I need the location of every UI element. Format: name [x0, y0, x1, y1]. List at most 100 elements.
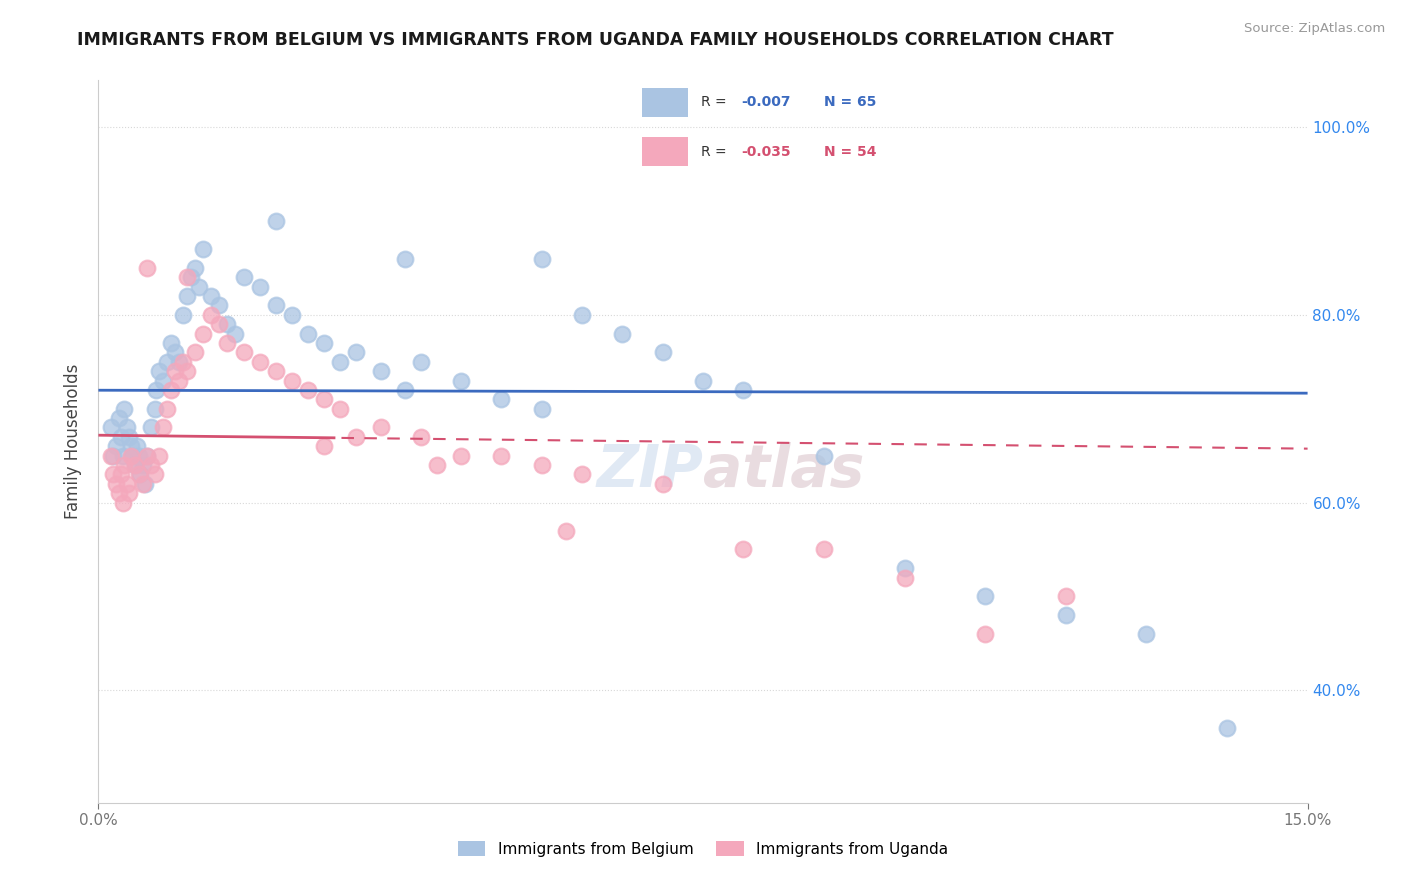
- Point: [112, 401, 135, 416]
- Point: [1054, 608, 1077, 623]
- Point: [135, 260, 157, 275]
- Point: [329, 355, 352, 369]
- FancyBboxPatch shape: [643, 137, 689, 166]
- Text: R =: R =: [700, 95, 731, 110]
- Point: [344, 345, 367, 359]
- Point: [152, 374, 174, 388]
- Point: [100, 449, 122, 463]
- Point: [651, 476, 673, 491]
- Text: N = 65: N = 65: [824, 95, 877, 110]
- Point: [115, 476, 138, 491]
- Point: [110, 467, 132, 482]
- Point: [110, 430, 132, 444]
- Point: [160, 383, 183, 397]
- Point: [124, 458, 146, 472]
- Point: [172, 355, 194, 369]
- Point: [409, 355, 432, 369]
- Point: [200, 308, 222, 322]
- Point: [297, 383, 319, 397]
- Point: [450, 374, 472, 388]
- Y-axis label: Family Households: Family Households: [63, 364, 82, 519]
- Point: [370, 364, 392, 378]
- Point: [208, 318, 231, 332]
- Point: [264, 364, 287, 378]
- Point: [101, 467, 124, 482]
- Point: [297, 326, 319, 341]
- Point: [571, 467, 593, 482]
- Point: [135, 449, 157, 463]
- Point: [893, 561, 915, 575]
- Point: [132, 476, 155, 491]
- Point: [491, 392, 513, 407]
- Point: [264, 214, 287, 228]
- Point: [145, 383, 167, 397]
- Point: [172, 308, 194, 322]
- Point: [143, 467, 166, 482]
- Point: [491, 449, 513, 463]
- Point: [232, 345, 254, 359]
- Point: [132, 458, 155, 472]
- Point: [105, 439, 128, 453]
- Point: [200, 289, 222, 303]
- Point: [128, 449, 150, 463]
- Point: [127, 439, 149, 453]
- Point: [314, 392, 336, 407]
- Point: [450, 449, 472, 463]
- Point: [152, 420, 174, 434]
- Point: [176, 364, 198, 378]
- Point: [118, 430, 141, 444]
- Point: [100, 420, 122, 434]
- Text: N = 54: N = 54: [824, 145, 877, 159]
- Point: [184, 260, 207, 275]
- Point: [530, 401, 553, 416]
- Point: [163, 364, 186, 378]
- Point: [571, 308, 593, 322]
- Point: [156, 401, 179, 416]
- Point: [893, 571, 915, 585]
- Point: [224, 326, 246, 341]
- Point: [148, 364, 170, 378]
- Point: [160, 336, 183, 351]
- Point: [143, 401, 166, 416]
- Point: [176, 270, 198, 285]
- FancyBboxPatch shape: [643, 88, 689, 117]
- Point: [139, 420, 162, 434]
- Point: [232, 270, 254, 285]
- Point: [281, 374, 304, 388]
- Point: [394, 252, 416, 266]
- Point: [163, 345, 186, 359]
- Point: [1054, 590, 1077, 604]
- Text: R =: R =: [700, 145, 731, 159]
- Point: [167, 355, 190, 369]
- Point: [101, 449, 124, 463]
- Point: [128, 467, 150, 482]
- Point: [651, 345, 673, 359]
- Point: [813, 449, 835, 463]
- Point: [111, 449, 134, 463]
- Point: [314, 336, 336, 351]
- Point: [120, 439, 142, 453]
- Point: [249, 279, 271, 293]
- Point: [120, 449, 142, 463]
- Point: [813, 542, 835, 557]
- Point: [692, 374, 714, 388]
- Point: [193, 326, 215, 341]
- Text: ZIP: ZIP: [596, 442, 703, 499]
- Point: [148, 449, 170, 463]
- Point: [208, 298, 231, 312]
- Point: [124, 458, 146, 472]
- Point: [217, 318, 239, 332]
- Point: [193, 242, 215, 256]
- Point: [733, 383, 755, 397]
- Point: [264, 298, 287, 312]
- Point: [217, 336, 239, 351]
- Point: [129, 467, 152, 482]
- Point: [121, 449, 143, 463]
- Point: [329, 401, 352, 416]
- Text: atlas: atlas: [703, 442, 865, 499]
- Point: [139, 458, 162, 472]
- Point: [156, 355, 179, 369]
- Point: [1135, 627, 1157, 641]
- Point: [134, 476, 156, 491]
- Point: [112, 458, 135, 472]
